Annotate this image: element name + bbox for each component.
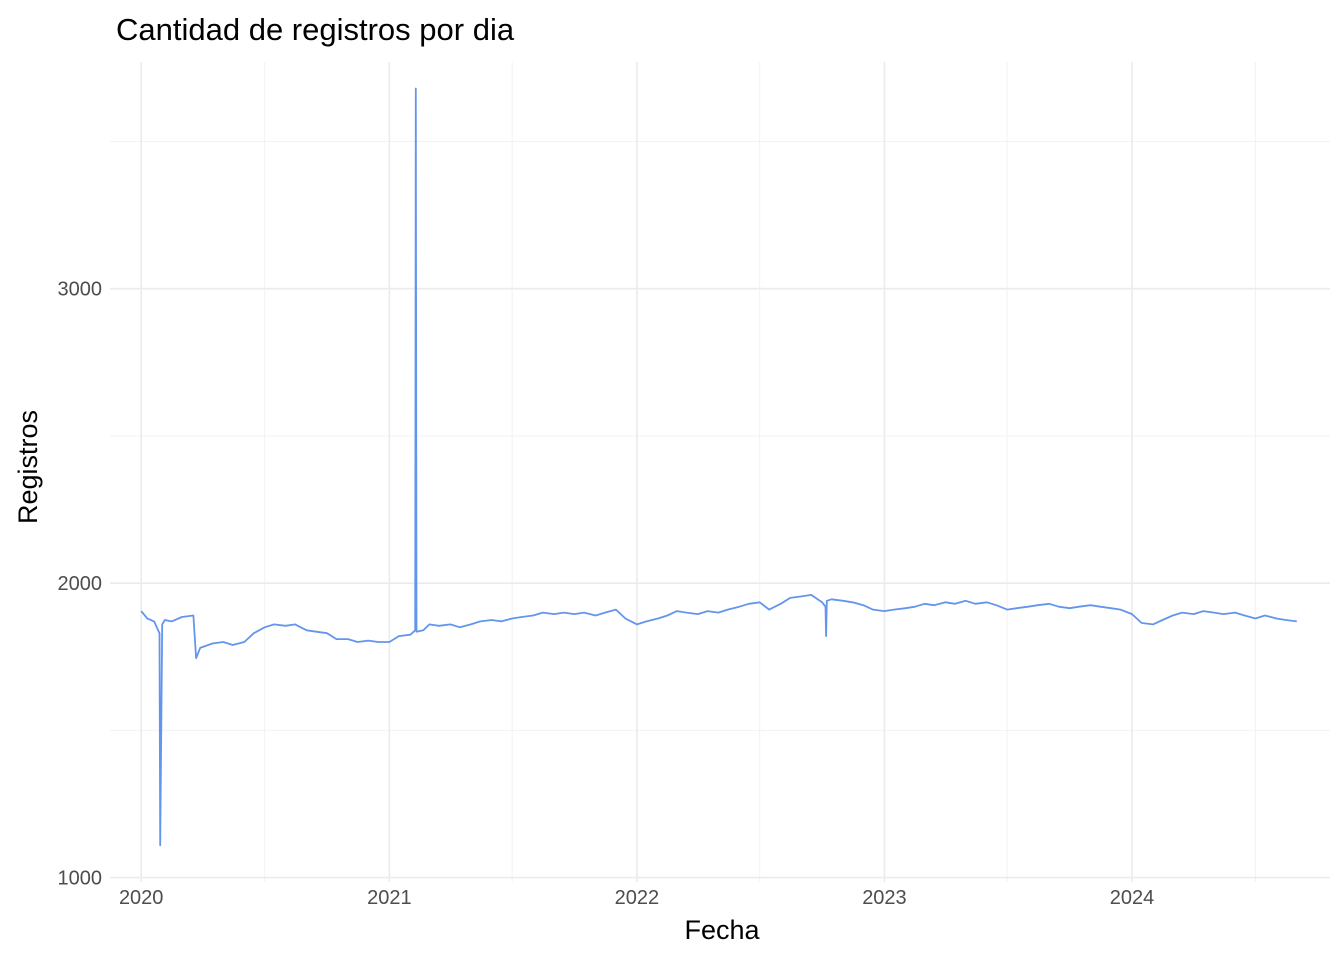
y-tick-label: 2000 xyxy=(58,573,103,595)
y-axis-ticks: 1000 2000 3000 xyxy=(58,279,103,890)
x-tick-label: 2020 xyxy=(119,887,164,909)
major-gridlines xyxy=(110,62,1330,882)
x-tick-label: 2022 xyxy=(615,887,660,909)
chart-title: Cantidad de registros por dia xyxy=(116,12,515,47)
y-tick-label: 1000 xyxy=(58,868,103,890)
y-tick-label: 3000 xyxy=(58,279,103,301)
series-layer xyxy=(140,87,1297,847)
x-tick-label: 2023 xyxy=(862,887,907,909)
minor-gridlines xyxy=(110,62,1330,882)
x-tick-label: 2021 xyxy=(367,887,412,909)
series-line-0 xyxy=(140,87,1297,847)
x-axis-ticks: 2020 2021 2022 2023 2024 xyxy=(119,887,1154,909)
x-axis-title: Fecha xyxy=(684,915,760,945)
x-tick-label: 2024 xyxy=(1110,887,1155,909)
y-axis-title: Registros xyxy=(13,410,43,524)
